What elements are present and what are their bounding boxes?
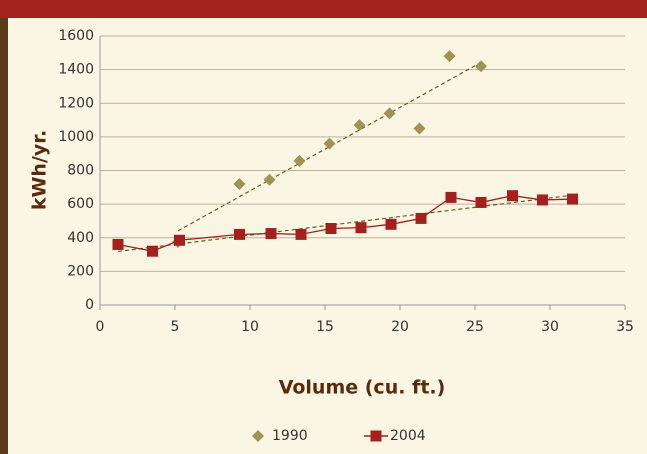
y-tick-label: 1200	[58, 95, 94, 111]
trendline	[117, 194, 573, 253]
x-tick-label: 15	[316, 319, 334, 335]
point	[445, 191, 457, 203]
y-tick-label: 1600	[58, 28, 94, 44]
legend-label: 2004	[390, 428, 426, 444]
point	[174, 234, 185, 246]
trendline	[177, 61, 482, 232]
point	[323, 137, 336, 150]
point	[233, 177, 246, 190]
point	[475, 196, 487, 208]
point	[475, 60, 487, 73]
point	[537, 194, 548, 206]
legend-label: 1990	[272, 428, 308, 444]
x-tick-label: 0	[96, 319, 105, 335]
y-tick-label: 600	[67, 196, 94, 212]
point	[415, 212, 427, 224]
y-tick-label: 1400	[58, 62, 94, 78]
point	[234, 228, 245, 240]
point	[325, 223, 337, 235]
y-tick-label: 800	[67, 163, 94, 179]
point	[353, 119, 366, 132]
point	[147, 245, 158, 257]
x-axis-title: Volume (cu. ft.)	[279, 377, 446, 399]
point	[413, 122, 426, 135]
point	[355, 222, 367, 234]
point	[567, 193, 578, 205]
x-tick-label: 30	[541, 319, 559, 335]
point	[443, 50, 456, 63]
x-tick-label: 5	[171, 319, 180, 335]
y-tick-label: 400	[67, 230, 94, 246]
point	[112, 238, 124, 250]
y-tick-label: 0	[85, 297, 94, 313]
point	[293, 154, 306, 167]
point	[263, 173, 276, 186]
point	[265, 228, 277, 240]
x-tick-label: 25	[466, 319, 484, 335]
x-tick-label: 10	[241, 319, 259, 335]
point	[385, 218, 397, 230]
x-tick-label: 20	[391, 319, 409, 335]
point	[383, 107, 396, 120]
point	[507, 190, 518, 202]
point	[295, 228, 307, 240]
legend-marker	[370, 430, 382, 442]
y-axis-title: kWh/yr.	[29, 130, 51, 210]
legend-marker	[252, 430, 264, 442]
left-border	[0, 18, 8, 454]
y-tick-label: 1000	[58, 129, 94, 145]
x-tick-label: 35	[616, 319, 634, 335]
top-bar	[0, 0, 647, 18]
y-tick-label: 200	[67, 263, 94, 279]
